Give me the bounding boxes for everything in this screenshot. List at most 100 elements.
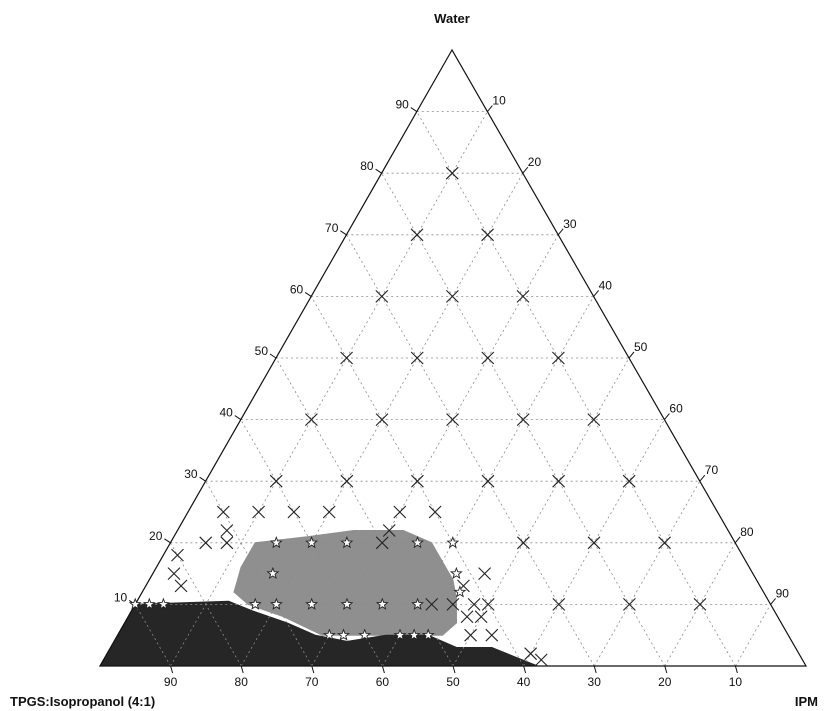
left-tick-label-20: 20 <box>149 529 163 543</box>
data-point-x <box>171 548 184 562</box>
data-point-star <box>421 628 435 641</box>
data-point-x <box>322 505 336 519</box>
right-tick-label-60: 60 <box>669 402 683 416</box>
data-point-star <box>340 536 354 549</box>
vertex-label-top: Water <box>434 11 470 26</box>
data-point-x <box>393 505 407 519</box>
data-point-x <box>460 610 474 624</box>
grid-line-tpgs-10 <box>416 111 736 667</box>
data-point-x <box>481 474 495 488</box>
data-point-x <box>340 351 353 365</box>
data-point-x <box>269 474 283 488</box>
data-point-star <box>322 628 336 641</box>
right-tick-50 <box>628 351 635 359</box>
vertex-label-bottom-left: TPGS:Isopropanol (4:1) <box>10 694 155 709</box>
data-point-x <box>446 598 460 611</box>
data-point-x <box>425 598 439 611</box>
bottom-tick-30 <box>593 665 597 674</box>
data-point-x <box>445 166 459 180</box>
data-point-x <box>464 628 477 642</box>
data-point-x <box>516 290 530 303</box>
data-point-star <box>446 536 460 549</box>
grid-line-ipm-50 <box>452 357 630 667</box>
bottom-tick-label-10: 10 <box>729 675 743 689</box>
right-tick-label-90: 90 <box>776 586 790 600</box>
data-point-star <box>305 536 319 549</box>
data-point-star <box>337 628 351 641</box>
left-tick-50 <box>269 353 277 359</box>
data-point-x <box>199 536 213 550</box>
vertex-label-bottom-right: IPM <box>795 694 818 709</box>
data-point-x <box>428 505 442 519</box>
right-tick-40 <box>593 290 599 297</box>
left-tick-label-80: 80 <box>360 159 374 173</box>
data-point-x <box>305 413 318 426</box>
left-tick-label-50: 50 <box>255 344 269 358</box>
data-point-x <box>517 536 530 550</box>
data-point-star <box>358 628 372 641</box>
data-point-star <box>411 536 424 549</box>
bottom-tick-20 <box>664 665 668 674</box>
left-tick-label-30: 30 <box>184 467 198 481</box>
right-tick-80 <box>734 536 741 544</box>
data-point-x <box>516 413 530 426</box>
left-tick-label-10: 10 <box>114 590 128 604</box>
bottom-tick-label-60: 60 <box>376 675 390 689</box>
bottom-tick-40 <box>523 665 527 674</box>
data-point-x <box>375 290 389 303</box>
data-point-x <box>467 598 481 611</box>
bottom-tick-label-20: 20 <box>658 675 672 689</box>
grid-line-tpgs-50 <box>275 357 454 667</box>
phase-regions <box>99 530 538 667</box>
data-point-star <box>142 597 156 610</box>
right-tick-label-20: 20 <box>528 155 542 169</box>
data-point-star <box>375 597 389 610</box>
bottom-tick-80 <box>240 665 244 674</box>
data-point-x <box>474 610 488 624</box>
data-point-x <box>552 598 566 611</box>
data-point-x <box>410 351 424 365</box>
bottom-tick-60 <box>381 665 385 674</box>
bottom-tick-50 <box>452 665 456 674</box>
phase-region-1 <box>233 530 458 636</box>
data-point-x <box>382 524 396 537</box>
right-tick-10 <box>487 105 493 112</box>
grid-line-tpgs-70 <box>205 481 313 667</box>
right-tick-30 <box>557 228 564 236</box>
axis-ticks: 10 20 30 40 50 60 70 80 90 10 20 30 40 50 60 70 80 90 90 80… <box>114 94 789 689</box>
bottom-tick-label-30: 30 <box>588 675 602 689</box>
data-point-x <box>524 647 538 661</box>
right-tick-20 <box>522 166 529 174</box>
data-point-star <box>411 597 425 610</box>
bottom-tick-10 <box>734 665 738 674</box>
grid-line-tpgs-80 <box>170 542 242 667</box>
left-tick-label-60: 60 <box>290 282 304 296</box>
left-tick-80 <box>375 168 382 174</box>
data-point-x <box>587 413 601 426</box>
data-point-star <box>269 597 283 610</box>
data-point-x <box>375 413 389 426</box>
data-point-star <box>305 597 319 610</box>
left-tick-60 <box>304 291 312 297</box>
left-tick-label-40: 40 <box>219 406 233 420</box>
bottom-tick-90 <box>170 665 174 674</box>
data-point-star <box>453 585 467 598</box>
data-point-star <box>128 597 142 610</box>
left-tick-label-90: 90 <box>395 98 409 112</box>
data-point-x <box>252 505 265 519</box>
data-point-x <box>552 474 565 488</box>
grid-line-tpgs-90 <box>134 604 171 667</box>
data-point-x <box>446 413 459 426</box>
right-tick-label-50: 50 <box>634 340 648 354</box>
grid-line-ipm-10 <box>170 111 488 667</box>
data-point-star <box>248 597 262 610</box>
right-tick-label-80: 80 <box>740 525 754 539</box>
data-point-x <box>174 579 188 593</box>
left-tick-40 <box>234 415 242 421</box>
data-point-x <box>446 290 459 303</box>
data-point-star <box>269 536 283 549</box>
data-point-x <box>658 536 671 550</box>
data-points <box>128 166 707 667</box>
grid-line-ipm-70 <box>593 481 701 667</box>
data-point-x <box>481 351 495 365</box>
